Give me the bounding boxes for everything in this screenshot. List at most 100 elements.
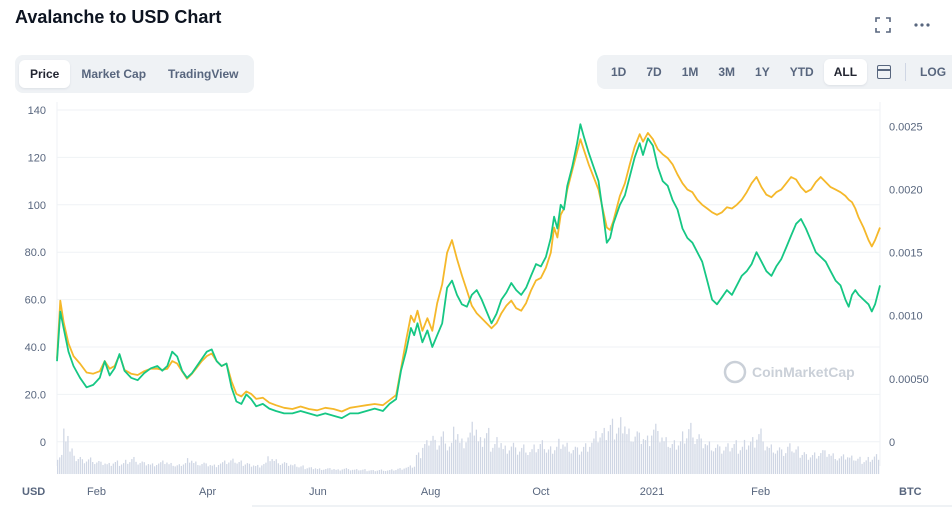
volume-bar <box>248 463 251 475</box>
volume-bar <box>219 463 222 475</box>
volume-bar <box>156 464 158 475</box>
range-ytd[interactable]: YTD <box>789 65 814 79</box>
volume-bar <box>622 433 624 475</box>
volume-bar <box>587 451 589 475</box>
volume-bar <box>717 444 719 475</box>
volume-bar <box>686 438 688 475</box>
volume-bar <box>566 442 568 475</box>
calendar-button[interactable] <box>867 59 901 85</box>
volume-bar <box>698 434 700 475</box>
volume-bar <box>778 447 781 475</box>
range-1y[interactable]: 1Y <box>755 65 770 79</box>
volume-bar <box>813 452 816 475</box>
volume-bar <box>230 460 232 475</box>
volume-bar <box>488 427 490 475</box>
volume-bar <box>657 430 659 475</box>
volume-bar <box>811 455 814 475</box>
volume-bar <box>632 441 634 475</box>
volume-bar <box>514 447 517 475</box>
volume-bar <box>360 470 362 475</box>
volume-bar <box>861 463 863 475</box>
tab-price[interactable]: Price <box>19 60 71 88</box>
volume-bar <box>700 438 702 475</box>
volume-bar <box>246 463 249 475</box>
volume-bar <box>605 440 607 475</box>
volume-bar <box>585 443 587 475</box>
volume-bar <box>211 465 213 475</box>
more-icon[interactable] <box>909 12 935 38</box>
volume-bar <box>174 466 176 475</box>
volume-bar <box>745 449 748 475</box>
volume-bar <box>772 452 775 475</box>
volume-bar <box>626 434 628 475</box>
volume-bar <box>498 447 500 475</box>
volume-bar <box>506 453 508 475</box>
volume-bar <box>318 468 321 475</box>
volume-bar <box>321 469 323 475</box>
volume-bar <box>764 450 766 475</box>
volume-bar <box>228 462 230 475</box>
volume-bar <box>665 437 667 475</box>
volume-bar <box>667 446 669 475</box>
volume-bar <box>180 465 183 475</box>
volume-bar <box>94 464 96 475</box>
price-chart[interactable]: CoinMarketCap 140 120 100 80.0 60.0 40.0 20.0 0… <box>0 95 952 505</box>
volume-bar <box>601 433 603 475</box>
tab-tradingview[interactable]: TradingView <box>168 67 239 81</box>
volume-bar <box>261 465 263 475</box>
range-1d[interactable]: 1D <box>611 65 627 79</box>
volume-bar <box>205 463 207 475</box>
range-3m[interactable]: 3M <box>718 65 736 79</box>
volume-bar <box>323 469 325 475</box>
volume-bar <box>500 443 502 475</box>
volume-bar <box>743 439 746 475</box>
fullscreen-icon[interactable] <box>870 12 896 38</box>
volume-bar <box>372 470 374 475</box>
volume-bar <box>609 424 612 475</box>
volume-bar <box>820 453 822 475</box>
range-all[interactable]: ALL <box>823 59 868 85</box>
volume-bar <box>81 459 84 475</box>
volume-bar <box>750 441 752 475</box>
volume-bar <box>327 468 329 475</box>
volume-bar <box>690 422 692 475</box>
log-toggle[interactable]: LOG <box>920 65 947 79</box>
volume-bar <box>714 447 717 475</box>
volume-bar <box>87 459 90 475</box>
tab-market-cap[interactable]: Market Cap <box>81 67 147 81</box>
volume-bar <box>139 463 141 475</box>
volume-bar <box>354 469 356 475</box>
volume-bar <box>118 465 121 475</box>
volume-bar <box>197 465 199 475</box>
range-7d[interactable]: 7D <box>646 65 662 79</box>
volume-bar <box>758 434 760 475</box>
volume-bar <box>432 435 434 475</box>
volume-bar <box>807 459 810 475</box>
left-tick-label: 140 <box>28 105 46 117</box>
volume-bar <box>580 451 583 475</box>
volume-bar <box>193 463 195 475</box>
volume-bar <box>653 429 655 475</box>
volume-bar <box>96 462 98 475</box>
right-axis-unit: BTC <box>899 486 922 498</box>
volume-bar <box>448 446 451 475</box>
left-axis-unit: USD <box>22 486 45 498</box>
volume-bar <box>780 449 783 475</box>
volume-bar <box>178 464 180 475</box>
volume-bar <box>692 437 694 475</box>
left-tick-label: 80.0 <box>25 247 46 259</box>
volume-bar <box>467 437 469 475</box>
volume-bar <box>217 464 220 475</box>
volume-bar <box>836 460 838 475</box>
volume-bar <box>838 458 841 475</box>
volume-bar <box>345 468 348 475</box>
volume-bar <box>331 469 333 475</box>
volume-bar <box>564 446 566 475</box>
range-1m[interactable]: 1M <box>681 65 699 79</box>
volume-bar <box>296 466 298 475</box>
volume-bar <box>75 461 77 475</box>
volume-bar <box>644 440 647 475</box>
volume-bar <box>529 452 531 475</box>
volume-bar <box>816 458 818 475</box>
volume-bar <box>100 461 102 475</box>
